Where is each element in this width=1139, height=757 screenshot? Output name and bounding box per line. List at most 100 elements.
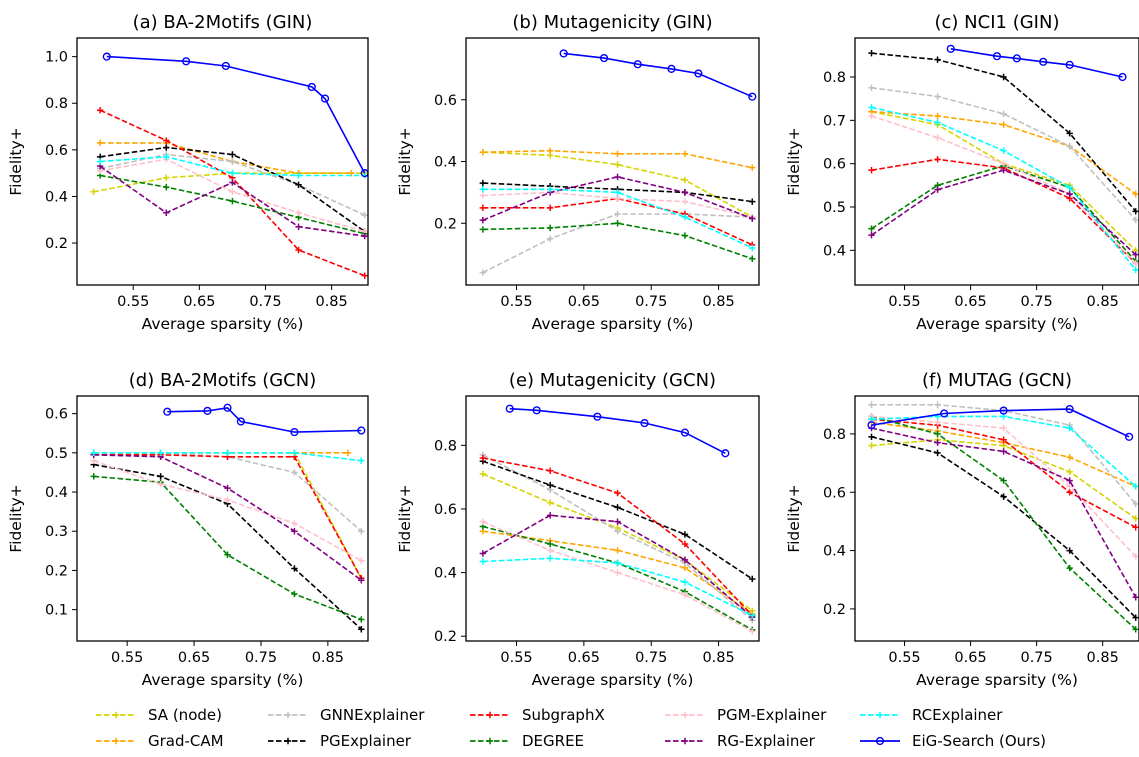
y-tick-label: 0.8	[823, 70, 846, 86]
data-point	[614, 569, 621, 576]
data-point	[934, 449, 941, 457]
legend-marker	[486, 711, 494, 719]
data-point	[1000, 448, 1007, 455]
data-point	[291, 449, 298, 457]
panel-6: (f) MUTAG (GCN) 0.55 0.65 0.75 0.85 0.2 0.4 0.6…	[785, 370, 1139, 689]
x-tick-label: 0.75	[245, 650, 277, 666]
data-point	[224, 449, 231, 457]
data-point	[357, 426, 366, 435]
data-point	[229, 169, 236, 177]
series-line	[871, 87, 1137, 221]
data-point	[999, 406, 1008, 415]
series-line	[950, 48, 1123, 78]
data-point	[1066, 483, 1073, 490]
data-point	[479, 204, 487, 212]
data-point	[694, 69, 703, 78]
data-point	[479, 269, 487, 276]
data-point	[163, 183, 170, 191]
series-line	[106, 55, 366, 174]
series-line	[871, 106, 1137, 271]
series-line	[482, 151, 753, 218]
legend-item-degree: DEGREE	[470, 732, 584, 750]
data-point	[163, 153, 170, 161]
series-line	[482, 197, 753, 246]
y-tick-label: 0.2	[45, 236, 68, 252]
series-line	[871, 408, 1130, 438]
data-point	[1065, 60, 1074, 69]
data-point	[291, 528, 298, 535]
series-line	[871, 110, 1137, 251]
data-point	[479, 216, 487, 224]
series-sa-node	[90, 169, 368, 195]
series-degree	[479, 220, 756, 262]
data-point	[505, 404, 514, 413]
x-axis-label: Average sparsity (%)	[916, 315, 1078, 333]
data-point	[358, 528, 365, 535]
x-tick-label: 0.65	[568, 650, 600, 666]
data-point	[992, 52, 1002, 61]
data-point	[1066, 468, 1073, 476]
data-point	[358, 626, 365, 633]
x-tick-label: 0.55	[117, 294, 149, 310]
y-tick-label: 1.0	[45, 50, 68, 66]
data-point	[203, 406, 212, 415]
data-point	[868, 104, 875, 111]
data-point	[344, 449, 352, 457]
data-point	[546, 235, 554, 242]
data-point	[867, 421, 876, 430]
data-point	[681, 213, 689, 221]
data-point	[163, 407, 172, 416]
y-tick-label: 0.2	[45, 563, 68, 579]
y-tick-label: 0.5	[823, 200, 846, 216]
series-line	[871, 158, 1137, 264]
series-line	[871, 427, 1137, 598]
data-point	[681, 540, 689, 548]
series-line	[482, 520, 753, 633]
legend-label: PGExplainer	[320, 732, 412, 750]
data-point	[1132, 483, 1139, 490]
data-point	[546, 499, 554, 506]
y-axis-label: Fidelity+	[7, 484, 25, 552]
data-point	[1000, 493, 1007, 500]
data-point	[358, 577, 365, 584]
x-axis-label: Average sparsity (%)	[916, 671, 1078, 689]
data-point	[290, 427, 299, 437]
series-rcexplainer	[479, 555, 756, 619]
x-tick-label: 0.65	[954, 650, 986, 666]
series-line	[509, 407, 726, 455]
y-axis-label: Fidelity+	[785, 127, 803, 195]
legend-marker	[486, 737, 494, 745]
data-point	[361, 232, 368, 240]
y-tick-label: 0.4	[45, 485, 68, 501]
legend-label: Grad-CAM	[148, 732, 224, 750]
legend-item-rg-explainer: RG-Explainer	[665, 732, 816, 750]
data-point	[1066, 454, 1073, 461]
y-tick-label: 0.6	[45, 407, 68, 423]
data-point	[934, 401, 941, 408]
y-tick-label: 0.3	[45, 524, 68, 540]
data-point	[90, 457, 97, 464]
data-point	[479, 518, 487, 525]
data-point	[868, 225, 875, 232]
data-point	[1000, 166, 1007, 174]
y-tick-label: 0.6	[823, 157, 846, 173]
series-eig-search-ours	[867, 405, 1134, 441]
series-eig-search-ours	[559, 49, 757, 101]
data-point	[546, 555, 554, 562]
data-point	[868, 231, 875, 239]
data-point	[1132, 216, 1139, 224]
data-point	[749, 215, 756, 222]
data-point	[1132, 251, 1139, 258]
data-point	[640, 418, 649, 428]
data-point	[681, 531, 689, 538]
data-point	[868, 112, 875, 120]
series-rcexplainer	[90, 449, 365, 464]
data-point	[358, 557, 365, 564]
x-tick-label: 0.55	[500, 650, 532, 666]
data-point	[479, 186, 487, 193]
y-tick-label: 0.6	[434, 93, 457, 109]
series-layer	[90, 403, 366, 633]
data-point	[1000, 147, 1007, 154]
series-line	[482, 525, 753, 631]
